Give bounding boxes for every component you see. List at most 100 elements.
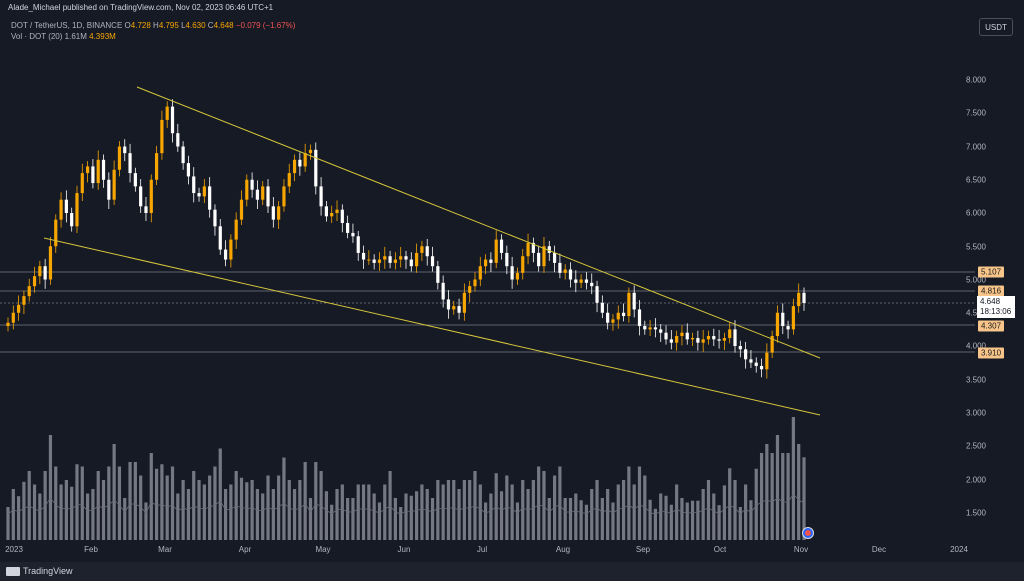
volume-bar	[770, 453, 774, 540]
candle-body	[133, 173, 137, 187]
x-tick-label: Oct	[713, 545, 727, 554]
price-tag-4307: 4.307	[978, 320, 1005, 332]
candle-body	[38, 266, 42, 277]
volume-bar	[552, 475, 557, 540]
volume-bar	[139, 475, 143, 540]
candle-body	[600, 302, 604, 313]
candle-body	[144, 206, 148, 213]
volume-bar	[457, 489, 461, 540]
candle-body	[75, 193, 79, 227]
candle-body	[680, 332, 684, 337]
y-tick-label: 6.500	[965, 175, 986, 185]
y-tick-label: 4.000	[965, 341, 986, 351]
volume-bar	[330, 504, 334, 540]
candle-body	[308, 149, 313, 154]
candle-body	[579, 279, 583, 283]
candle-body	[377, 259, 382, 263]
candle-body	[239, 199, 244, 220]
candle-body	[690, 338, 695, 340]
volume-bar	[802, 457, 806, 540]
volume-bar	[685, 502, 689, 540]
volume-bar	[404, 493, 408, 540]
volume-bar	[621, 480, 626, 540]
volume-bar	[271, 489, 275, 540]
candle-body	[409, 259, 413, 267]
volume-bar	[335, 489, 339, 540]
volume-bar	[32, 484, 37, 540]
candle-body	[32, 276, 37, 287]
volume-bar	[430, 498, 435, 540]
wedge-trendline	[136, 86, 821, 359]
volume-bar	[377, 502, 382, 540]
volume-bar	[653, 508, 658, 540]
bar-countdown: 18:13:06	[980, 307, 1012, 316]
candle-body	[489, 259, 493, 263]
volume-bar	[86, 493, 90, 540]
volume-bar	[722, 485, 726, 540]
y-tick-label: 1.500	[965, 508, 986, 518]
candle-body	[759, 365, 764, 370]
volume-bar	[744, 484, 748, 540]
candle-body	[436, 266, 440, 283]
candle-body	[664, 332, 668, 340]
candle-body	[314, 149, 318, 187]
event-flag-icon[interactable]	[802, 527, 814, 539]
volume-bar	[192, 471, 196, 540]
volume-legend[interactable]: Vol · DOT (20) 1.61M 4.393M	[11, 32, 116, 41]
candle-body	[669, 339, 673, 343]
volume-bar	[616, 484, 620, 540]
candle-body	[494, 239, 498, 263]
candle-body	[128, 153, 132, 174]
candle-body	[473, 279, 477, 287]
volume-bar	[165, 475, 169, 540]
candle-body	[717, 339, 721, 341]
tradingview-logo[interactable]: TradingView	[6, 566, 73, 576]
candle-body	[404, 256, 408, 260]
currency-button[interactable]: USDT	[979, 18, 1013, 36]
low-label: L	[181, 21, 186, 30]
candle-body	[584, 279, 589, 283]
candle-body	[266, 186, 270, 207]
candle-body	[70, 213, 74, 227]
volume-bar	[38, 493, 42, 540]
volume-bar	[303, 462, 307, 540]
candle-body	[165, 106, 169, 120]
volume-bar	[627, 466, 631, 540]
candle-body	[744, 349, 748, 360]
volume-bar	[27, 471, 31, 540]
volume-bar	[197, 480, 201, 540]
candle-body	[22, 296, 26, 305]
volume-bar	[107, 466, 111, 540]
volume-bar	[324, 491, 328, 540]
volume-bar	[738, 507, 742, 540]
candle-body	[372, 259, 376, 263]
volume-bar	[696, 500, 700, 540]
candle-body	[781, 312, 785, 327]
candle-body	[611, 319, 615, 323]
candle-body	[733, 329, 737, 346]
candle-body	[27, 286, 31, 297]
x-tick-label: Jun	[397, 545, 411, 554]
candle-body	[292, 159, 297, 174]
candle-body	[425, 246, 429, 257]
candle-body	[393, 259, 397, 263]
candle-body	[229, 239, 233, 260]
candle-body	[223, 249, 228, 260]
volume-bar	[659, 493, 663, 540]
volume-bar	[399, 507, 403, 540]
volume-bar	[510, 484, 514, 540]
volume-bar	[17, 496, 21, 540]
volume-bar	[149, 453, 153, 540]
candle-body	[48, 246, 53, 280]
candle-body	[632, 292, 636, 310]
volume-bar	[462, 480, 466, 540]
candle-body	[775, 312, 780, 337]
symbol-legend[interactable]: DOT / TetherUS, 1D, BINANCE O4.728 H4.79…	[11, 21, 295, 30]
high-value: 4.795	[158, 21, 179, 30]
volume-bar	[611, 502, 615, 540]
candle-body	[388, 256, 392, 263]
candle-body	[802, 292, 806, 303]
current-price: 4.648	[980, 297, 1001, 306]
volume-bar	[154, 468, 159, 540]
